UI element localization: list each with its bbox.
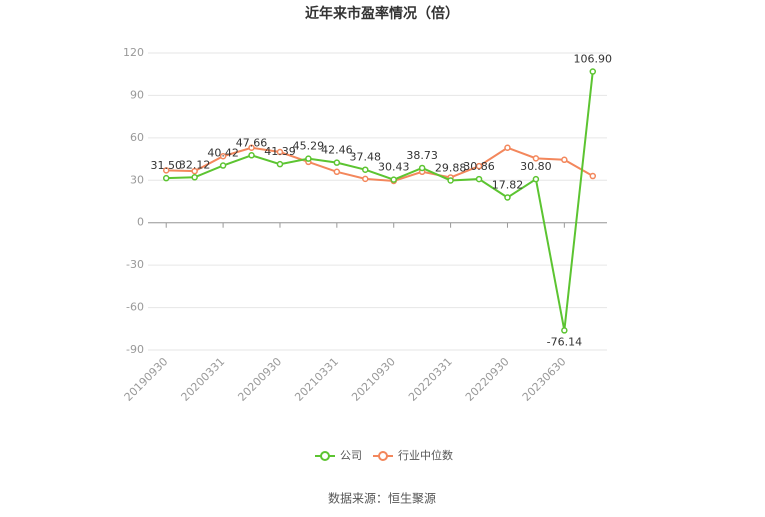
data-label: 31.50	[150, 159, 182, 172]
x-tick-label: 20200331	[179, 355, 228, 404]
point	[418, 164, 426, 172]
source: 数据来源：恒生聚源	[328, 491, 436, 506]
data-label: 47.66	[236, 136, 268, 149]
point	[475, 162, 483, 170]
x-tick-label: 20200930	[235, 355, 284, 404]
x-tick-label: 20210331	[292, 355, 341, 404]
point	[248, 152, 255, 159]
y-tick-label: 120	[123, 46, 144, 59]
y-tick-label: 30	[130, 173, 144, 186]
point	[504, 144, 511, 152]
x-tick-label: 20210930	[349, 355, 398, 404]
point	[362, 166, 369, 173]
legend-marker	[378, 451, 388, 461]
point	[532, 155, 540, 162]
data-label: 30.80	[520, 160, 552, 173]
y-tick-label: -90	[126, 343, 144, 356]
point	[305, 155, 312, 162]
point	[219, 162, 227, 169]
x-tick-label: 20230630	[520, 355, 569, 404]
data-label: -76.14	[547, 335, 582, 348]
y-tick-label: -30	[126, 258, 144, 271]
point	[162, 174, 170, 182]
chart-title: 近年来市盈率情况（倍）	[305, 5, 459, 22]
data-label: 32.12	[179, 158, 211, 171]
y-tick-label: 60	[130, 131, 144, 144]
x-tick-label: 20190930	[122, 355, 171, 404]
legend-label: 行业中位数	[398, 448, 453, 462]
point	[333, 168, 341, 176]
point	[248, 144, 255, 152]
point	[276, 160, 284, 168]
data-label: 17.82	[492, 179, 524, 192]
data-label: 30.86	[463, 160, 495, 173]
point	[191, 174, 198, 181]
point	[504, 194, 511, 201]
point	[589, 172, 597, 180]
y-tick-label: 0	[137, 216, 144, 229]
data-label: 38.73	[406, 149, 438, 162]
point	[447, 177, 454, 184]
data-label: 37.48	[350, 151, 382, 164]
data-label: 29.88	[435, 161, 467, 174]
x-tick-label: 20220930	[463, 355, 512, 404]
point	[589, 68, 597, 75]
legend-marker	[320, 451, 330, 461]
x-tick-label: 20220331	[406, 355, 455, 404]
point	[191, 167, 198, 175]
y-tick-label: 90	[130, 88, 144, 101]
point	[390, 176, 397, 183]
y-tick-label: -60	[126, 301, 144, 314]
point	[561, 327, 568, 334]
point	[561, 156, 568, 164]
series-line	[166, 71, 594, 331]
point	[362, 175, 369, 183]
data-label: 42.46	[321, 144, 353, 157]
series-line	[166, 146, 594, 183]
point	[333, 159, 341, 166]
legend-label: 公司	[340, 449, 362, 462]
point	[532, 175, 540, 183]
point	[475, 175, 483, 183]
data-label: 40.42	[207, 147, 239, 160]
point	[162, 167, 170, 174]
point	[219, 152, 227, 160]
data-label: 41.39	[264, 145, 296, 158]
data-label: 45.29	[293, 140, 325, 153]
data-label: 30.43	[378, 161, 410, 174]
point	[276, 148, 284, 156]
data-label: 106.90	[574, 53, 613, 66]
